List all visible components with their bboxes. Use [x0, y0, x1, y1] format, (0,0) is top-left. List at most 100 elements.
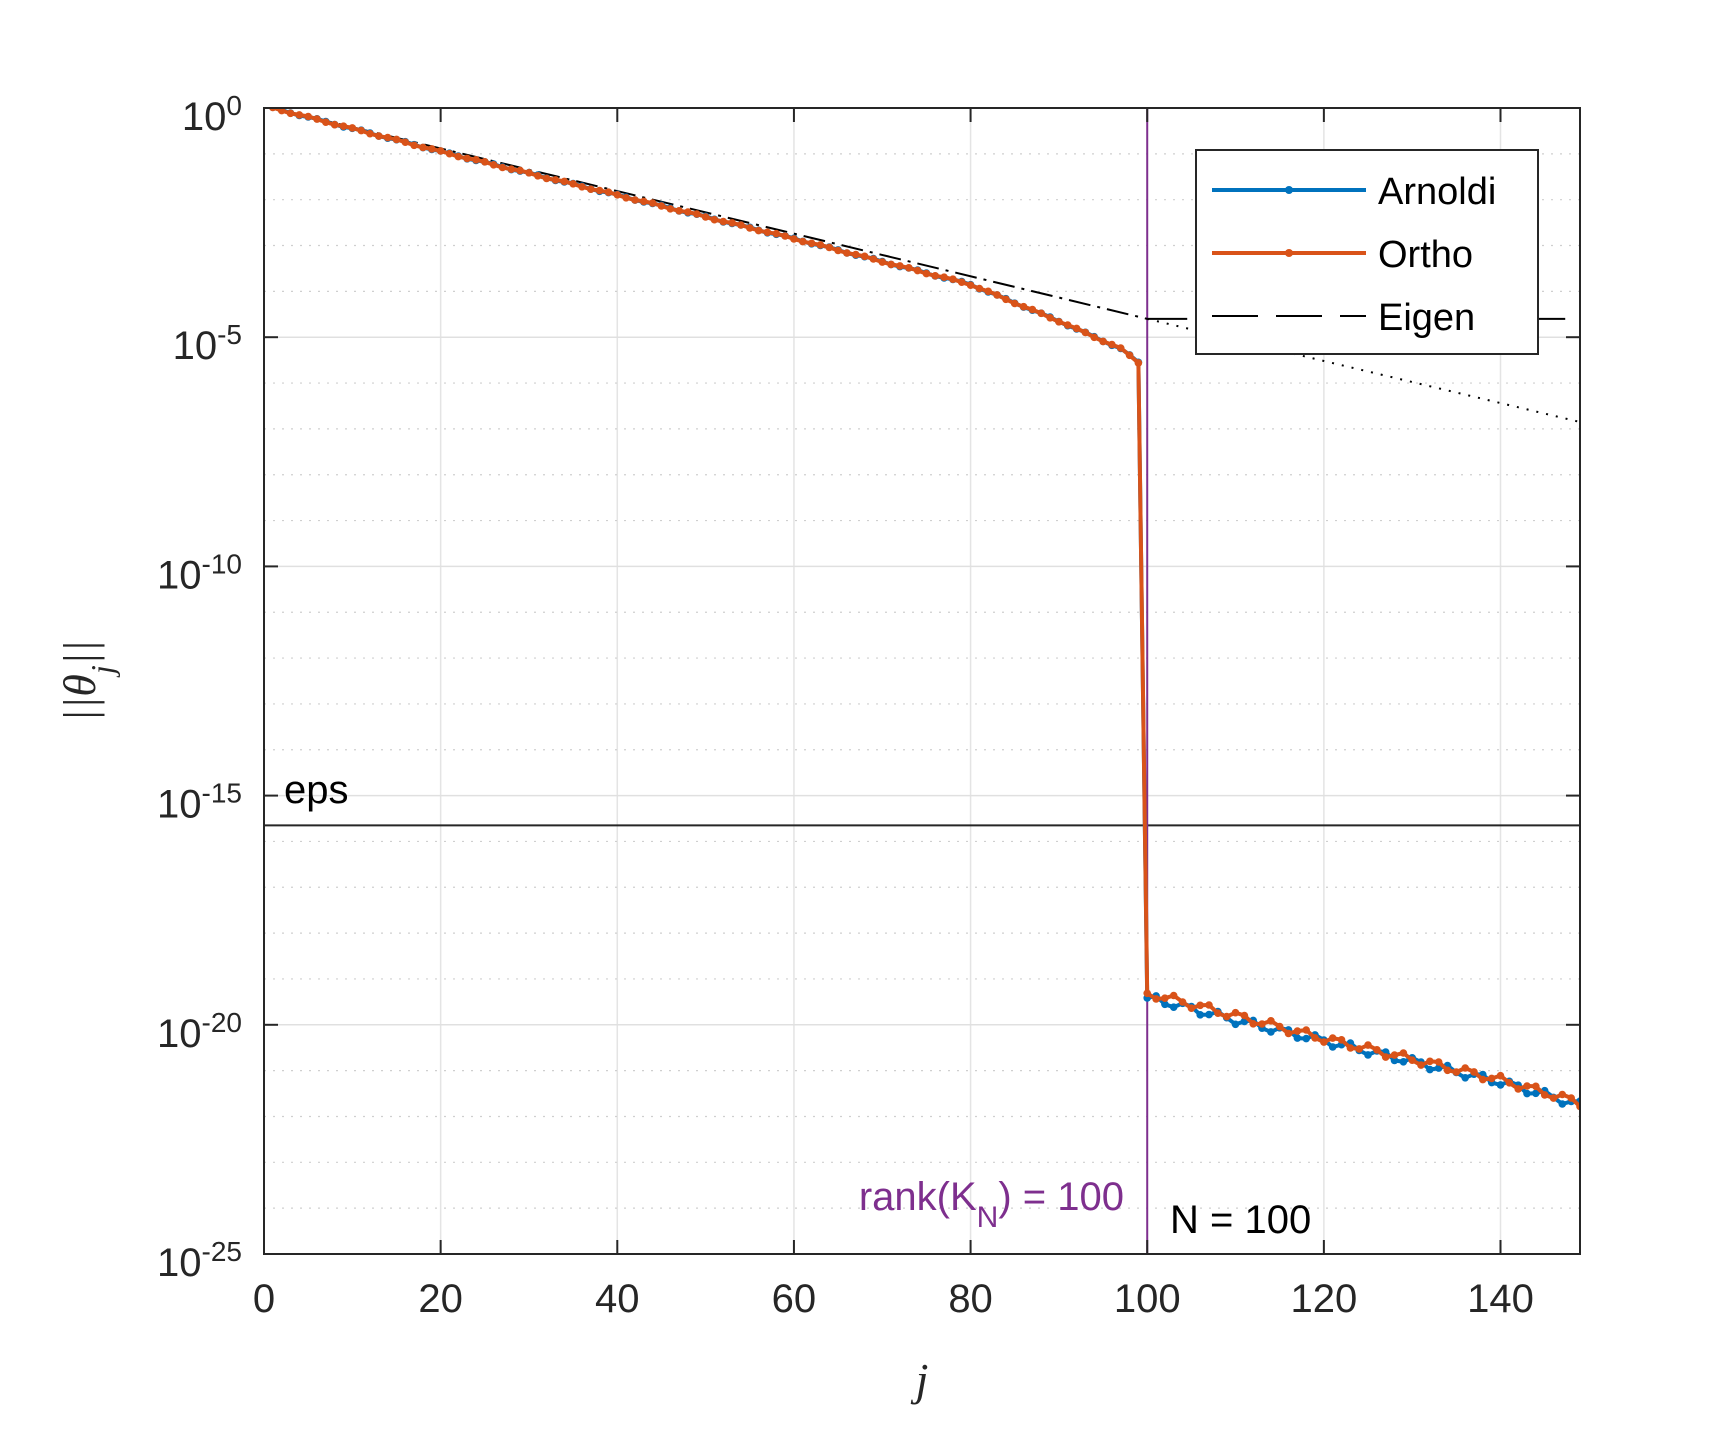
series-point-ortho — [313, 115, 321, 123]
series-point-ortho — [348, 124, 357, 132]
series-point-ortho — [445, 149, 454, 158]
series-point-ortho — [1399, 1049, 1408, 1057]
series-point-ortho — [339, 122, 348, 130]
series-point-ortho — [693, 210, 701, 218]
series-point-ortho — [1125, 351, 1134, 360]
series-point-ortho — [1302, 1026, 1310, 1034]
series-point-ortho — [1099, 337, 1107, 346]
x-tick-label-6: 120 — [1290, 1277, 1357, 1321]
series-point-ortho — [357, 126, 366, 135]
series-point-arnoldi — [1293, 1034, 1302, 1042]
series-point-ortho — [1187, 1004, 1196, 1012]
y-tick-label-2: 10-10 — [157, 548, 242, 598]
x-tick-label-0: 0 — [253, 1277, 275, 1321]
series-point-ortho — [790, 235, 798, 243]
series-point-ortho — [1284, 1029, 1293, 1038]
series-point-ortho — [737, 221, 745, 229]
series-point-arnoldi — [1558, 1100, 1567, 1108]
series-point-ortho — [383, 133, 392, 142]
legend-label-eigen: Eigen — [1378, 297, 1475, 339]
series-point-ortho — [1364, 1041, 1372, 1049]
series-point-ortho — [1320, 1038, 1328, 1046]
x-tick-label-1: 20 — [418, 1277, 463, 1321]
series-point-ortho — [931, 272, 939, 280]
series-point-ortho — [1390, 1051, 1399, 1059]
x-tick-label-5: 100 — [1114, 1277, 1181, 1321]
series-point-arnoldi — [1205, 1010, 1213, 1019]
series-point-ortho — [896, 262, 904, 270]
series-point-ortho — [1178, 998, 1187, 1006]
series-point-ortho — [957, 278, 966, 287]
series-point-ortho — [746, 224, 754, 232]
series-point-ortho — [905, 264, 913, 272]
series-point-ortho — [1222, 1012, 1231, 1021]
series-point-ortho — [869, 255, 878, 263]
y-tick-label-3: 10-15 — [157, 777, 242, 827]
series-point-ortho — [419, 143, 427, 152]
series-point-ortho — [913, 266, 922, 275]
series-point-ortho — [640, 197, 648, 206]
series-point-ortho — [1258, 1020, 1266, 1028]
series-point-ortho — [1426, 1057, 1434, 1066]
series-point-arnoldi — [1532, 1089, 1540, 1098]
legend: Arnoldi Ortho Eigen — [1195, 149, 1539, 355]
y-tick-label-5: 10-25 — [157, 1236, 242, 1286]
series-point-ortho — [1143, 989, 1151, 998]
series-point-ortho — [763, 228, 772, 237]
series-point-ortho — [1355, 1045, 1363, 1053]
series-point-ortho — [1293, 1027, 1302, 1035]
series-point-arnoldi — [1302, 1034, 1310, 1043]
series-point-ortho — [684, 208, 692, 216]
series-point-ortho — [1496, 1071, 1505, 1080]
series-point-ortho — [295, 111, 304, 119]
series-point-ortho — [834, 246, 842, 255]
series-point-arnoldi — [1426, 1065, 1434, 1074]
series-point-arnoldi — [1161, 1000, 1169, 1009]
series-point-ortho — [1231, 1008, 1240, 1017]
series-point-ortho — [1549, 1094, 1558, 1102]
series-point-ortho — [1567, 1094, 1575, 1102]
series-point-arnoldi — [1364, 1051, 1372, 1059]
n-label: N = 100 — [1170, 1198, 1311, 1242]
series-point-ortho — [560, 177, 569, 186]
series-point-ortho — [401, 138, 410, 146]
series-point-ortho — [498, 163, 507, 172]
y-tick-label-0: 100 — [182, 90, 242, 140]
series-point-arnoldi — [1169, 1003, 1178, 1011]
series-point-ortho — [1337, 1036, 1346, 1044]
series-point-arnoldi — [1267, 1028, 1275, 1036]
series-point-ortho — [1063, 321, 1072, 329]
series-point-arnoldi — [1399, 1058, 1408, 1066]
x-tick-label-3: 60 — [772, 1277, 817, 1321]
series-point-ortho — [860, 252, 869, 261]
plot-lines — [264, 108, 1580, 1254]
series-point-ortho — [375, 132, 383, 140]
y-tick-labels: 100 10-5 10-10 10-15 10-20 10-25 — [157, 90, 242, 1286]
series-point-arnoldi — [1328, 1043, 1337, 1051]
series-point-ortho — [454, 152, 463, 161]
series-point-ortho — [366, 129, 374, 138]
series-point-ortho — [1214, 1009, 1222, 1017]
series-point-ortho — [392, 135, 401, 144]
y-axis-title: ||θj|| — [54, 640, 120, 722]
series-point-ortho — [701, 213, 710, 221]
series-point-ortho — [1196, 1001, 1204, 1010]
series-point-ortho — [551, 176, 560, 184]
series-point-ortho — [1169, 991, 1178, 1000]
y-tick-label-4: 10-20 — [157, 1006, 242, 1056]
series-point-ortho — [710, 215, 719, 224]
series-point-ortho — [1558, 1090, 1567, 1099]
series-point-ortho — [1275, 1022, 1284, 1031]
series-point-ortho — [719, 217, 728, 226]
series-point-ortho — [949, 275, 957, 284]
series-point-ortho — [595, 186, 604, 195]
series-point-ortho — [322, 118, 330, 126]
series-point-ortho — [1311, 1034, 1319, 1042]
series-point-ortho — [1452, 1068, 1461, 1076]
series-point-ortho — [304, 112, 313, 121]
series-point-ortho — [604, 188, 613, 196]
series-point-ortho — [1505, 1079, 1514, 1087]
series-point-ortho — [1434, 1058, 1443, 1066]
series-point-ortho — [1470, 1068, 1478, 1076]
